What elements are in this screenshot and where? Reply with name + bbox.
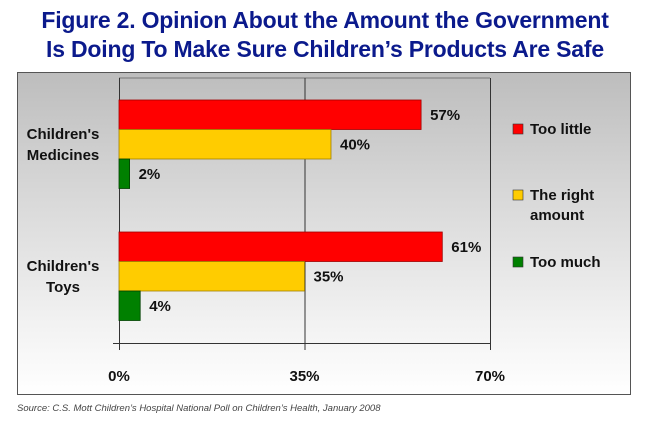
legend: Too little The right amount Too much xyxy=(512,121,601,271)
chart-title: Figure 2. Opinion About the Amount the G… xyxy=(0,6,650,64)
legend-marker-too-much xyxy=(512,256,524,268)
legend-marker-too-little xyxy=(512,123,524,135)
bar-the-right-amount xyxy=(118,129,332,160)
category-label: Children's xyxy=(27,126,100,143)
bar-too-little xyxy=(118,99,422,130)
bar-too-much xyxy=(118,290,141,321)
bar-value-label: 2% xyxy=(139,166,161,183)
bars: 57% 40% 2% 61% 35% 4% xyxy=(118,99,481,321)
legend-marker-the-right-amount xyxy=(512,189,524,201)
x-tick-label: 0% xyxy=(108,368,130,385)
chart-title-line-1: Figure 2. Opinion About the Amount the G… xyxy=(41,7,609,33)
bar-too-little xyxy=(118,231,443,262)
legend-label: amount xyxy=(530,207,584,224)
category-labels: Children's Medicines Children's Toys xyxy=(27,126,100,296)
chart-title-line-2: Is Doing To Make Sure Children’s Product… xyxy=(46,36,604,62)
bar-the-right-amount xyxy=(118,261,305,292)
bar-value-label: 35% xyxy=(314,268,344,285)
bar-value-label: 61% xyxy=(451,239,481,256)
bar-value-label: 57% xyxy=(430,107,460,124)
category-label: Medicines xyxy=(27,147,100,164)
x-tick-label: 70% xyxy=(475,368,505,385)
category-label: Children's xyxy=(27,258,100,275)
bar-too-much xyxy=(118,158,130,189)
legend-label: The right xyxy=(530,187,594,204)
bar-value-label: 4% xyxy=(149,298,171,315)
x-axis: 0% 35% 70% xyxy=(108,343,505,385)
source-note: Source: C.S. Mott Children’s Hospital Na… xyxy=(17,403,381,414)
bar-value-label: 40% xyxy=(340,136,370,153)
x-tick-label: 35% xyxy=(289,368,319,385)
legend-label: Too much xyxy=(530,254,601,271)
legend-label: Too little xyxy=(530,121,591,138)
category-label: Toys xyxy=(46,279,80,296)
